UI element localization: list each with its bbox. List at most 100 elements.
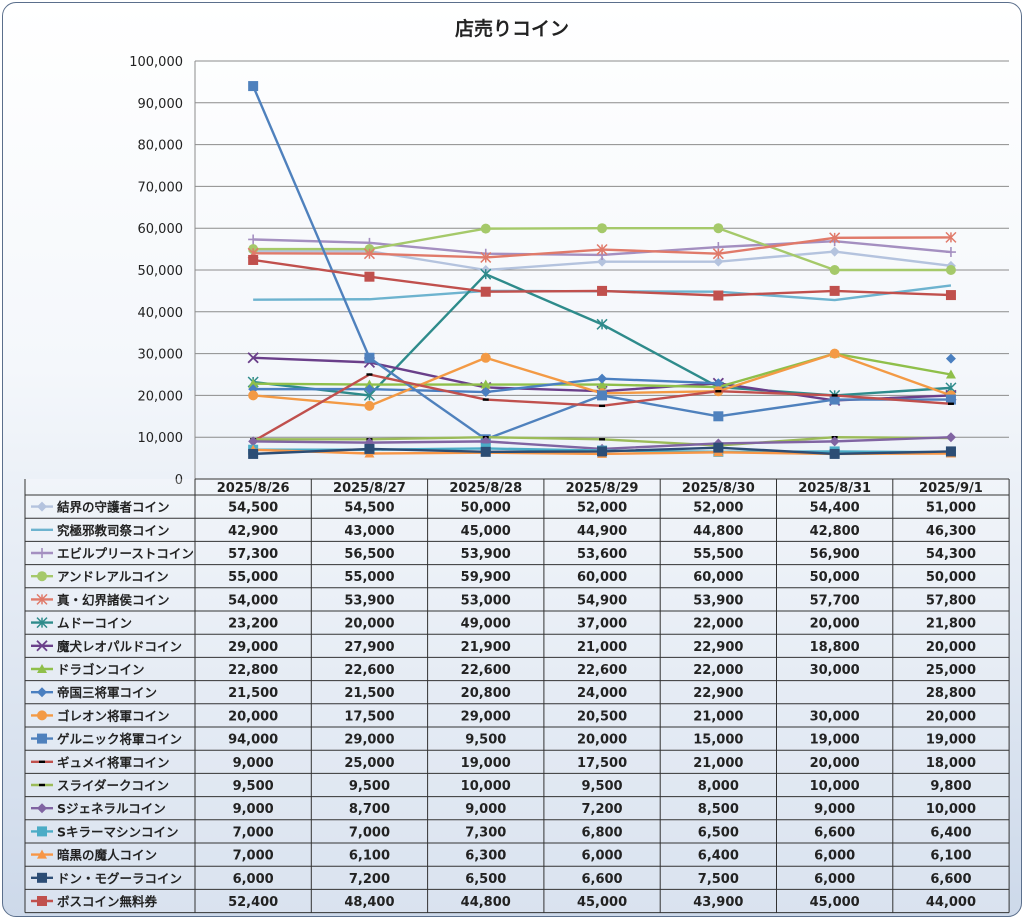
data-point (597, 390, 608, 401)
data-point (37, 896, 47, 906)
data-point (829, 285, 840, 296)
data-point (597, 373, 608, 384)
data-point (945, 432, 956, 443)
data-label: 21,000 (693, 756, 743, 771)
y-tick-label: 20,000 (138, 389, 184, 404)
data-point (713, 290, 724, 301)
data-label: 60,000 (577, 570, 627, 585)
data-label: 54,400 (810, 501, 860, 516)
data-label: 54,900 (577, 593, 627, 608)
data-point (248, 436, 259, 447)
data-label: 20,000 (810, 756, 860, 771)
data-label: 54,500 (228, 501, 278, 516)
data-point (480, 223, 491, 234)
data-label: 6,100 (349, 849, 390, 864)
data-label: 22,900 (693, 640, 743, 655)
data-label: 53,600 (577, 547, 627, 562)
data-label: 7,000 (349, 825, 390, 840)
data-point (248, 390, 259, 401)
data-point (480, 379, 491, 389)
data-label: 6,600 (581, 872, 622, 887)
legend-entry: 魔犬レオパルドコイン (57, 639, 182, 654)
data-point (39, 760, 45, 763)
data-point (480, 251, 492, 263)
x-tick-label: 2025/8/31 (798, 481, 871, 496)
legend-entry: アンドレアルコイン (57, 569, 169, 584)
data-label: 22,600 (344, 663, 394, 678)
y-tick-label: 70,000 (138, 180, 184, 195)
data-point (248, 234, 259, 245)
data-point (829, 394, 840, 405)
data-point (248, 254, 259, 265)
data-label: 43,900 (693, 895, 743, 910)
data-label: 24,000 (577, 686, 627, 701)
data-point (37, 501, 47, 512)
data-label: 7,000 (233, 849, 274, 864)
x-tick-label: 2025/8/29 (566, 481, 639, 496)
x-tick-label: 2025/8/27 (333, 481, 406, 496)
data-label: 60,000 (693, 570, 743, 585)
data-label: 9,800 (930, 779, 971, 794)
y-tick-label: 30,000 (138, 348, 184, 363)
data-point (37, 826, 47, 837)
data-label: 52,000 (693, 501, 743, 516)
data-point (36, 593, 48, 605)
data-point (713, 378, 724, 389)
data-point (945, 446, 956, 457)
data-label: 9,500 (349, 779, 390, 794)
y-tick-label: 100,000 (129, 55, 183, 70)
data-label: 21,500 (344, 686, 394, 701)
x-tick-label: 2025/8/28 (449, 481, 522, 496)
legend-entry: ゲルニック将軍コイン (57, 732, 182, 747)
data-label: 18,000 (926, 756, 976, 771)
data-point (713, 442, 724, 453)
data-label: 25,000 (344, 756, 394, 771)
data-point (945, 369, 956, 379)
data-point (945, 394, 956, 405)
data-point (829, 348, 840, 359)
data-point (597, 256, 608, 267)
data-point (37, 872, 47, 883)
data-label: 10,000 (810, 779, 860, 794)
series (247, 231, 957, 263)
y-tick-label: 90,000 (138, 97, 184, 112)
x-tick-label: 2025/8/30 (682, 481, 755, 496)
data-label: 37,000 (577, 617, 627, 632)
data-label: 57,700 (810, 593, 860, 608)
data-label: 19,000 (810, 733, 860, 748)
legend-entry: Sジェネラルコイン (57, 801, 166, 816)
data-point (248, 448, 259, 459)
data-point (713, 223, 724, 234)
data-label: 55,000 (344, 570, 394, 585)
data-point (363, 248, 375, 260)
data-label: 7,300 (465, 825, 506, 840)
data-label: 53,900 (693, 593, 743, 608)
legend-entry: ギュメイ将軍コイン (57, 755, 170, 770)
data-point (829, 448, 840, 459)
data-label: 52,000 (577, 501, 627, 516)
data-point (37, 548, 47, 558)
data-label: 21,800 (926, 617, 976, 632)
series (248, 442, 956, 459)
data-label: 10,000 (461, 779, 511, 794)
y-tick-label: 10,000 (138, 431, 184, 446)
data-point (599, 404, 606, 408)
legend-entry: スライダークコイン (57, 778, 169, 793)
data-label: 43,000 (344, 524, 394, 539)
legend-entry: ゴレオン将軍コイン (57, 708, 170, 723)
data-label: 21,500 (228, 686, 278, 701)
legend-entry: 帝国三将軍コイン (57, 685, 157, 700)
data-label: 9,000 (233, 756, 274, 771)
data-label: 9,000 (814, 802, 855, 817)
data-label: 23,200 (228, 617, 278, 632)
data-label: 6,300 (465, 849, 506, 864)
data-label: 20,000 (926, 709, 976, 724)
series-lines (247, 81, 957, 459)
y-tick-label: 60,000 (138, 222, 184, 237)
x-tick-label: 2025/9/1 (919, 481, 983, 496)
data-label: 7,200 (349, 872, 390, 887)
data-label: 9,000 (233, 802, 274, 817)
chart-title: 店売りコイン (455, 17, 569, 40)
y-axis: 0 10,000 20,000 30,000 40,000 50,000 60,000 70,… (129, 55, 196, 488)
data-point (364, 352, 375, 363)
